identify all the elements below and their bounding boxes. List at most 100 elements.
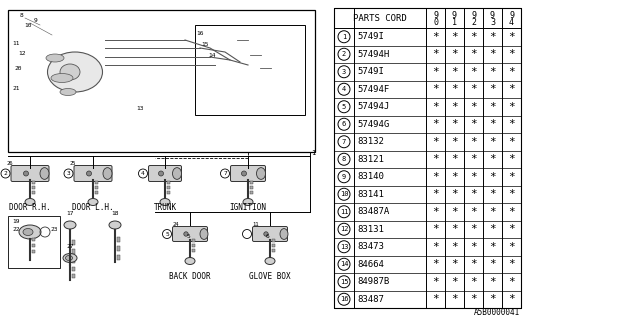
Text: *: *	[432, 137, 439, 147]
Text: 25: 25	[69, 161, 76, 166]
Circle shape	[86, 171, 92, 176]
Ellipse shape	[280, 228, 288, 239]
Text: *: *	[470, 277, 477, 287]
Text: 15: 15	[340, 279, 348, 285]
Bar	[31, 244, 35, 247]
Text: 24: 24	[173, 222, 179, 227]
Text: 11: 11	[253, 222, 259, 227]
Ellipse shape	[271, 63, 285, 73]
Bar	[8, 10, 315, 152]
Text: 3: 3	[342, 69, 346, 75]
Text: *: *	[470, 137, 477, 147]
Ellipse shape	[63, 253, 77, 262]
Bar	[166, 181, 170, 184]
Ellipse shape	[47, 52, 102, 92]
Text: *: *	[470, 67, 477, 77]
Text: *: *	[489, 207, 496, 217]
Text: 14: 14	[340, 261, 348, 267]
Text: 12: 12	[340, 226, 348, 232]
Text: 9: 9	[490, 11, 495, 20]
Text: 21: 21	[12, 85, 20, 91]
Text: *: *	[451, 207, 458, 217]
Text: *: *	[489, 294, 496, 304]
Text: *: *	[489, 189, 496, 199]
Text: 9: 9	[433, 11, 438, 20]
Text: 15: 15	[201, 42, 209, 46]
Ellipse shape	[200, 228, 208, 239]
Bar	[95, 181, 98, 184]
Text: *: *	[451, 84, 458, 94]
Bar	[250, 191, 253, 194]
Circle shape	[184, 232, 188, 236]
Text: 84987B: 84987B	[357, 277, 389, 286]
Text: 8: 8	[20, 12, 24, 18]
FancyBboxPatch shape	[11, 165, 49, 181]
Text: *: *	[508, 224, 515, 234]
Bar	[334, 8, 521, 308]
FancyBboxPatch shape	[253, 227, 287, 242]
Bar	[271, 249, 275, 252]
Text: A5B0000041: A5B0000041	[474, 308, 520, 317]
Text: *: *	[508, 32, 515, 42]
Text: 57494H: 57494H	[357, 50, 389, 59]
Bar	[8, 216, 60, 268]
Text: *: *	[470, 172, 477, 182]
Text: *: *	[489, 277, 496, 287]
Text: 5: 5	[186, 234, 190, 239]
Text: 14: 14	[208, 52, 216, 58]
Text: *: *	[432, 259, 439, 269]
Text: 10: 10	[24, 22, 32, 28]
Bar	[72, 267, 75, 271]
Text: 6: 6	[266, 234, 270, 239]
Ellipse shape	[19, 225, 41, 239]
Text: *: *	[432, 32, 439, 42]
Bar	[191, 249, 195, 252]
Text: 84664: 84664	[357, 260, 384, 269]
Ellipse shape	[64, 221, 76, 229]
Text: 9: 9	[452, 11, 457, 20]
Text: 20: 20	[14, 66, 22, 70]
Text: 83121: 83121	[357, 155, 384, 164]
Text: 23: 23	[50, 227, 58, 232]
Text: *: *	[432, 119, 439, 129]
Text: *: *	[489, 119, 496, 129]
Ellipse shape	[65, 255, 72, 260]
Text: DOOR L.H.: DOOR L.H.	[72, 203, 114, 212]
Text: *: *	[432, 189, 439, 199]
Text: *: *	[432, 172, 439, 182]
Text: *: *	[508, 102, 515, 112]
Bar	[72, 274, 75, 278]
Text: 3: 3	[490, 18, 495, 27]
FancyBboxPatch shape	[74, 165, 112, 181]
Bar	[271, 244, 275, 247]
Text: 27: 27	[66, 244, 74, 249]
Text: *: *	[489, 84, 496, 94]
Text: 7: 7	[223, 171, 227, 176]
Bar	[72, 249, 75, 254]
Text: *: *	[508, 242, 515, 252]
Text: *: *	[470, 119, 477, 129]
Text: 2: 2	[4, 171, 8, 176]
Text: IGNITION: IGNITION	[230, 203, 266, 212]
Text: *: *	[451, 102, 458, 112]
Bar	[31, 186, 35, 189]
Text: 18: 18	[111, 211, 118, 216]
Text: *: *	[489, 224, 496, 234]
Text: 10: 10	[340, 191, 348, 197]
Ellipse shape	[248, 36, 262, 44]
Text: *: *	[451, 119, 458, 129]
Text: 83131: 83131	[357, 225, 384, 234]
Text: *: *	[489, 172, 496, 182]
Text: *: *	[470, 294, 477, 304]
Text: 8: 8	[342, 156, 346, 162]
Text: 16: 16	[196, 30, 204, 36]
Text: *: *	[432, 294, 439, 304]
Text: *: *	[432, 154, 439, 164]
Ellipse shape	[265, 258, 275, 265]
Text: *: *	[508, 259, 515, 269]
Ellipse shape	[46, 54, 64, 62]
Text: *: *	[508, 189, 515, 199]
Text: 4: 4	[342, 86, 346, 92]
Text: 5: 5	[342, 104, 346, 110]
Bar	[250, 181, 253, 184]
